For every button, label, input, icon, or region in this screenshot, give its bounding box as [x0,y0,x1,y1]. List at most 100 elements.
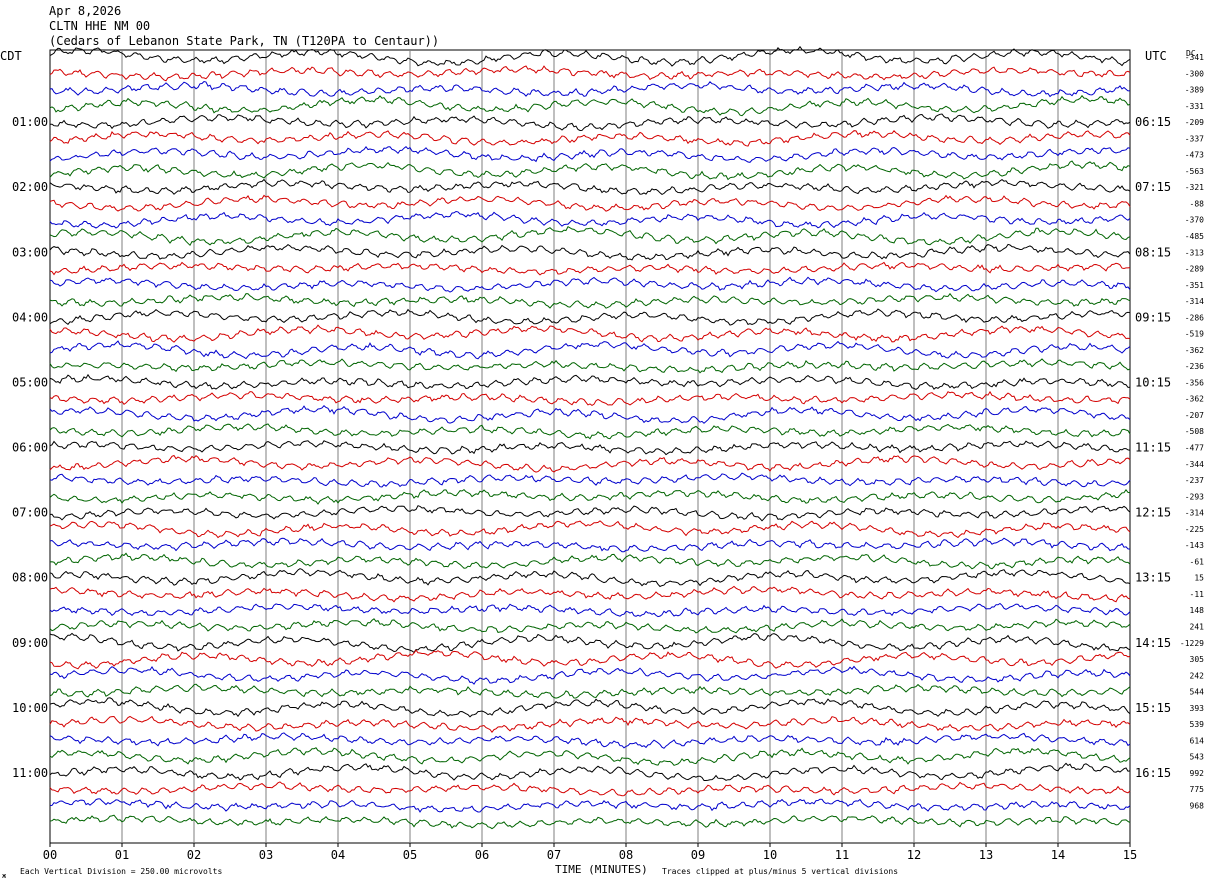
header-location: (Cedars of Lebanon State Park, TN (T120P… [49,34,440,48]
dc-offset-label: -207 [1185,411,1204,420]
trace-black [49,440,1131,456]
right-hour-label: 16:15 [1135,766,1171,780]
dc-offset-label: -209 [1185,118,1204,127]
trace-red [49,715,1131,734]
trace-red [49,194,1131,212]
right-timezone-label: UTC [1145,49,1167,63]
left-timezone-label: CDT [0,49,22,63]
dc-offset-label: -508 [1185,427,1204,436]
left-hour-label: 02:00 [12,180,48,194]
footer-clip-note: Traces clipped at plus/minus 5 vertical … [662,867,899,876]
right-hour-label: 07:15 [1135,180,1171,194]
dc-offset-label: -237 [1185,476,1204,485]
dc-offset-label: -344 [1185,460,1204,469]
trace-red [49,454,1131,473]
right-hour-label: 14:15 [1135,636,1171,650]
footer-scale-note: Each Vertical Division = 250.00 microvol… [20,867,223,876]
dc-offset-label: 242 [1190,671,1205,680]
trace-green [49,292,1131,309]
left-hour-label: 05:00 [12,375,48,389]
trace-blue [49,537,1131,553]
trace-group [49,45,1131,830]
trace-green [49,747,1131,766]
dc-offset-header: DC [1186,49,1196,58]
dc-offset-label: 148 [1190,606,1205,615]
trace-red [49,390,1131,407]
left-hour-label: 04:00 [12,310,48,324]
x-tick-label: 06 [475,848,489,862]
trace-blue [49,145,1131,163]
dc-offset-label: -88 [1190,199,1205,208]
header-station: CLTN HHE NM 00 [49,19,151,33]
trace-green [49,226,1131,247]
x-tick-label: 05 [403,848,417,862]
trace-black [49,308,1131,326]
x-tick-label: 00 [43,848,57,862]
dc-offset-label: -477 [1185,444,1204,453]
dc-offset-label: -473 [1185,151,1204,160]
dc-offset-label: 775 [1190,785,1205,794]
trace-blue [49,472,1131,488]
trace-black [49,632,1131,654]
right-hour-label: 11:15 [1135,441,1171,455]
trace-green [49,423,1131,440]
x-tick-label: 01 [115,848,129,862]
x-tick-label: 11 [835,848,849,862]
dc-offset-label: -314 [1185,509,1204,518]
dc-offset-label: -143 [1185,541,1204,550]
dc-offset-label: -293 [1185,492,1204,501]
right-hour-label: 08:15 [1135,245,1171,259]
trace-green [49,160,1131,181]
left-hour-label: 09:00 [12,636,48,650]
left-hour-label: 11:00 [12,766,48,780]
trace-green [49,488,1131,505]
trace-green [49,814,1131,830]
dc-offset-label: 393 [1190,704,1205,713]
right-hour-label: 10:15 [1135,375,1171,389]
trace-blue [49,340,1131,360]
trace-green [49,683,1131,699]
right-hour-label: 15:15 [1135,701,1171,715]
dc-offset-label: -337 [1185,134,1204,143]
left-hour-label: 10:00 [12,701,48,715]
trace-black [49,113,1131,132]
x-tick-label: 12 [907,848,921,862]
dc-offset-label: -236 [1185,362,1204,371]
trace-blue [49,602,1131,618]
dc-offset-label: -1229 [1180,639,1204,648]
trace-blue [49,732,1131,749]
trace-red [49,520,1131,539]
trace-black [49,45,1131,67]
trace-red [49,261,1131,276]
dc-offset-label: -225 [1185,525,1204,534]
x-tick-label: 15 [1123,848,1137,862]
footer-mark: ж [2,872,7,880]
trace-blue [49,210,1131,229]
dc-offset-label: 544 [1190,688,1205,697]
trace-blue [49,80,1131,98]
trace-black [49,697,1131,718]
dc-offset-label: -286 [1185,313,1204,322]
dc-offset-label: -389 [1185,86,1204,95]
left-hour-label: 08:00 [12,571,48,585]
dc-offset-label: 614 [1190,736,1205,745]
dc-offset-label: -331 [1185,102,1204,111]
dc-offset-label: 992 [1190,769,1205,778]
left-hour-label: 06:00 [12,441,48,455]
right-hour-label: 09:15 [1135,310,1171,324]
dc-offset-label: -356 [1185,378,1204,387]
trace-black [49,568,1131,588]
dc-offset-label: 539 [1190,720,1205,729]
dc-offset-label: -485 [1185,232,1204,241]
trace-blue [49,276,1131,293]
trace-black [49,373,1131,390]
dc-offset-label: 543 [1190,753,1205,762]
dc-offset-label: -341 [1185,53,1204,62]
dc-offset-label: -519 [1185,330,1204,339]
x-tick-label: 13 [979,848,993,862]
trace-blue [49,665,1131,685]
trace-black [49,243,1131,261]
axis-labels: 00 01 02 03 04 05 06 07 08 09 10 11 12 13 14 15 -341 -300… [12,53,1204,862]
right-hour-label: 06:15 [1135,115,1171,129]
dc-offset-label: -351 [1185,281,1204,290]
